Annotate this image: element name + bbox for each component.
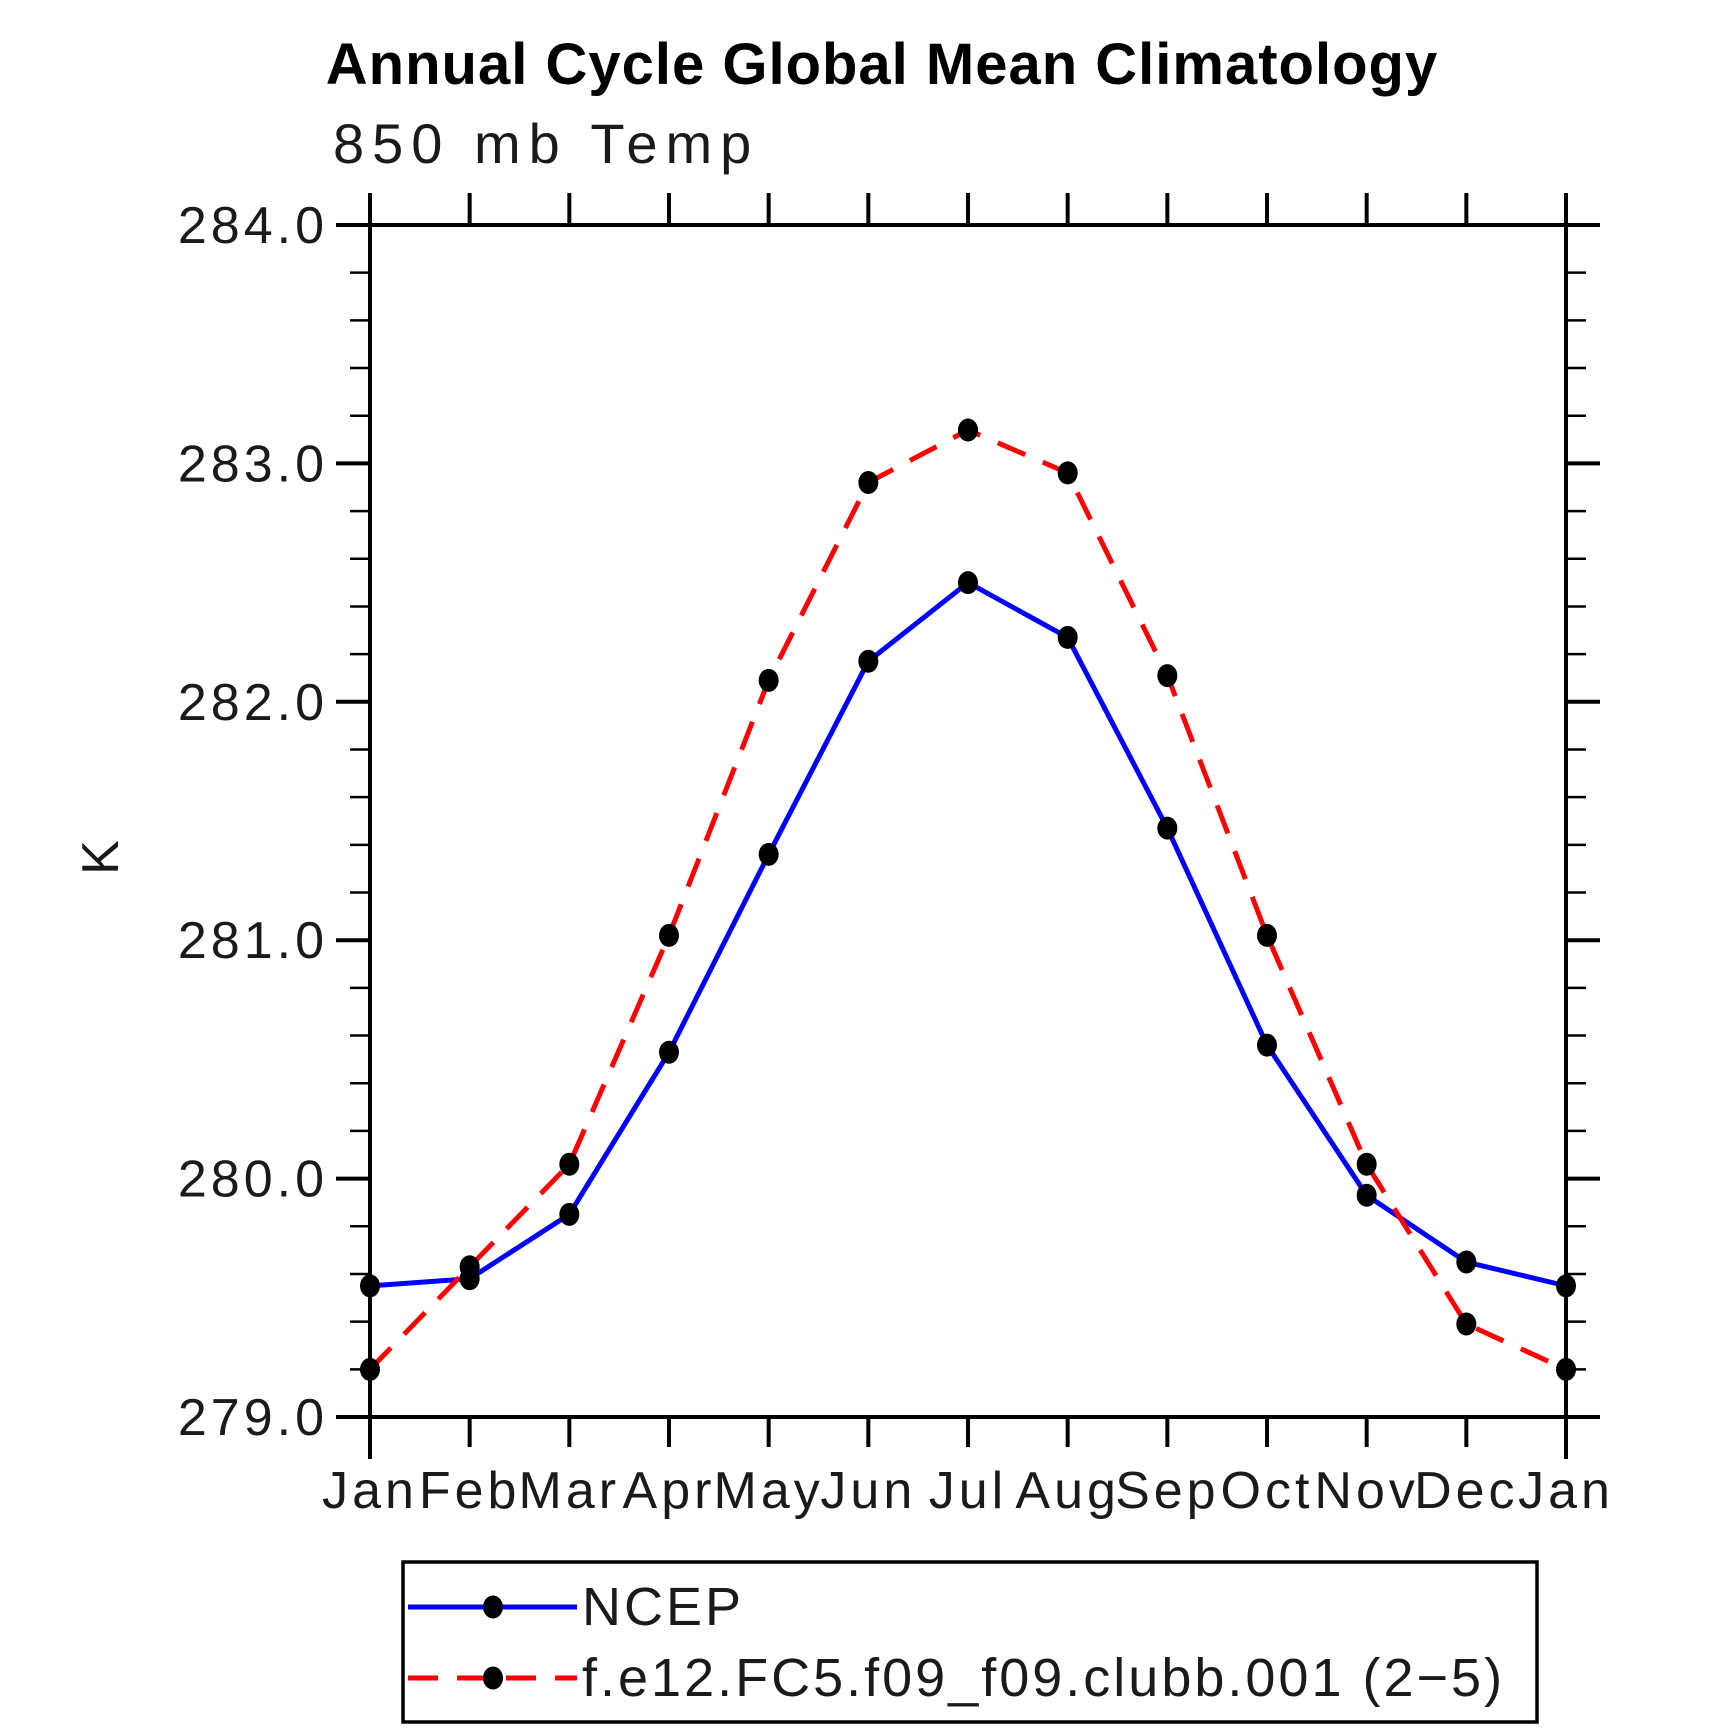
legend-label-clubb: f.e12.FC5.f09_f09.clubb.001 (2−5): [582, 1648, 1505, 1708]
chart-subtitle: 850 mb Temp: [333, 112, 759, 175]
legend-marker-clubb: [483, 1666, 503, 1690]
legend-marker-ncep: [483, 1595, 503, 1619]
series-1-marker: [758, 668, 779, 692]
y-axis-title: K: [72, 835, 130, 875]
series-0-marker: [559, 1202, 580, 1226]
plot-frame-rect: [368, 223, 1568, 1419]
chart-title: Annual Cycle Global Mean Climatology: [326, 32, 1438, 97]
series-1-marker: [1356, 1152, 1377, 1176]
series-0-line: [369, 579, 1567, 1289]
series-1-marker: [1556, 1357, 1576, 1381]
series-0-marker: [858, 649, 879, 673]
y-tick-label: 284.0: [178, 197, 328, 255]
series-0-marker: [360, 1274, 380, 1298]
series-lines: [368, 427, 1568, 1372]
series-0-marker: [659, 1040, 679, 1064]
series-0-marker: [1556, 1274, 1576, 1298]
series-1-marker: [858, 470, 879, 494]
series-0-marker: [958, 571, 978, 595]
x-tick-label: Nov: [1314, 1462, 1418, 1520]
legend-box: [401, 1560, 1539, 1724]
x-tick-label: Jul: [929, 1462, 1007, 1520]
series-1-marker: [1456, 1312, 1477, 1336]
series-0-marker: [1157, 816, 1178, 840]
x-tick-label: Apr: [623, 1462, 716, 1520]
series-1-marker: [1257, 923, 1277, 947]
x-tick-label: Jan: [1518, 1462, 1614, 1520]
x-tick-label: Dec: [1414, 1462, 1518, 1520]
series-markers: [360, 418, 1576, 1381]
legend: NCEP f.e12.FC5.f09_f09.clubb.001 (2−5): [401, 1560, 1539, 1724]
x-tick-label: May: [714, 1462, 824, 1520]
series-1-marker: [459, 1255, 480, 1279]
series-1-marker: [559, 1152, 580, 1176]
series-1-marker: [360, 1357, 380, 1381]
x-tick-label: Mar: [519, 1462, 621, 1520]
legend-label-ncep: NCEP: [582, 1577, 744, 1637]
series-1-marker: [659, 923, 679, 947]
y-tick-label: 281.0: [178, 912, 328, 970]
x-tick-label: Jun: [820, 1462, 916, 1520]
y-tick-label: 279.0: [178, 1389, 328, 1447]
series-1-marker: [1057, 461, 1078, 485]
series-1-marker: [958, 418, 978, 442]
y-axis-ticks: [336, 223, 1600, 1419]
series-0-marker: [1356, 1183, 1377, 1207]
x-axis-ticks: [368, 193, 1568, 1459]
y-tick-label: 280.0: [178, 1151, 328, 1209]
plot-frame: [368, 223, 1568, 1419]
x-tick-label: Sep: [1115, 1462, 1220, 1520]
series-0-marker: [758, 842, 779, 866]
series-0-marker: [1257, 1033, 1277, 1057]
y-axis-labels: 279.0 280.0 281.0 282.0 283.0 284.0: [178, 197, 328, 1447]
series-0-marker: [1456, 1250, 1477, 1274]
series-1-marker: [1157, 664, 1178, 688]
x-tick-label: Jan: [322, 1462, 418, 1520]
series-0-marker: [1057, 625, 1078, 649]
x-tick-label: Aug: [1015, 1462, 1120, 1520]
x-tick-label: Feb: [419, 1462, 521, 1520]
x-tick-label: Oct: [1221, 1462, 1314, 1520]
y-tick-label: 282.0: [178, 674, 328, 732]
y-tick-label: 283.0: [178, 435, 328, 493]
